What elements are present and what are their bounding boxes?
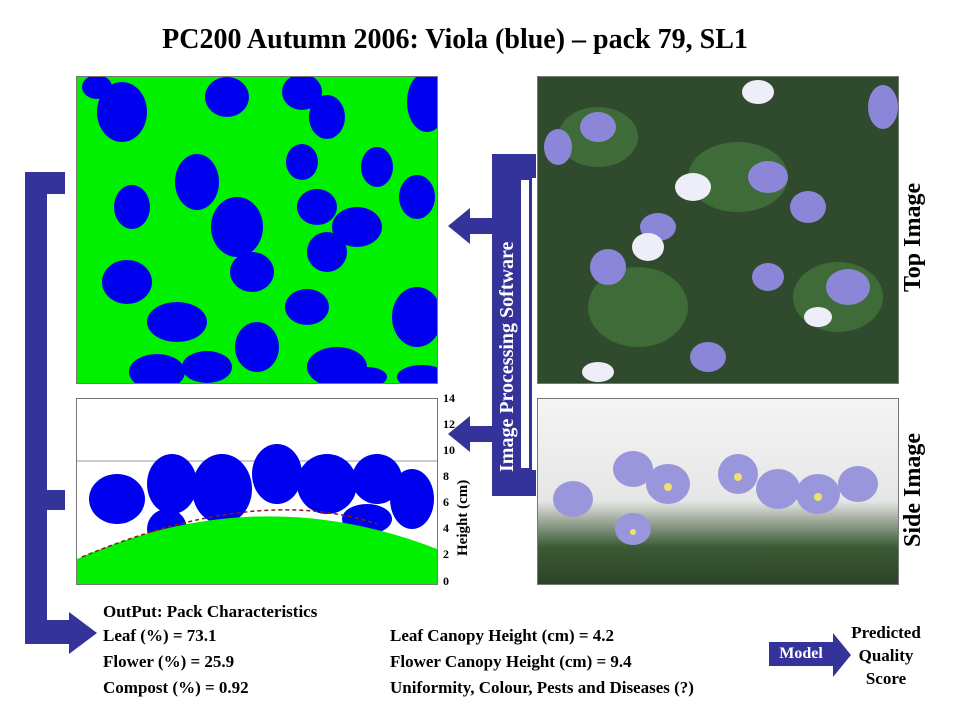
slide-title: PC200 Autumn 2006: Viola (blue) – pack 7… bbox=[162, 24, 748, 55]
arrow-left-icon bbox=[448, 416, 496, 452]
compost-percent: Compost (%) = 0.92 bbox=[103, 678, 249, 697]
flower-canopy-height: Flower Canopy Height (cm) = 9.4 bbox=[390, 652, 632, 671]
left-bracket-middle bbox=[25, 490, 65, 510]
arrow-right-icon bbox=[25, 612, 97, 654]
bracket-bottom bbox=[520, 470, 536, 496]
side-image-label: Side Image bbox=[900, 433, 926, 547]
segmented-top-graphic bbox=[82, 77, 437, 383]
segmented-top-image bbox=[76, 76, 438, 384]
segmented-side-image bbox=[76, 398, 438, 585]
leaf-canopy-height: Leaf Canopy Height (cm) = 4.2 bbox=[390, 626, 615, 645]
y-tick: 6 bbox=[443, 495, 449, 509]
segmented-side-graphic bbox=[77, 444, 437, 584]
top-photo bbox=[537, 76, 899, 384]
side-photo-graphic bbox=[553, 451, 878, 545]
leaf-percent: Leaf (%) = 73.1 bbox=[103, 626, 217, 645]
image-processing-label: Image Processing Software bbox=[496, 241, 518, 472]
arrow-left-icon bbox=[448, 208, 496, 244]
y-tick: 8 bbox=[443, 469, 449, 483]
top-photo-graphic bbox=[544, 80, 898, 382]
output-heading: OutPut: Pack Characteristics bbox=[103, 602, 318, 621]
top-image-label: Top Image bbox=[900, 182, 926, 292]
other-characteristics: Uniformity, Colour, Pests and Diseases (… bbox=[390, 678, 694, 697]
y-tick: 0 bbox=[443, 574, 449, 588]
y-tick: 4 bbox=[443, 521, 449, 535]
result-line: Score bbox=[865, 669, 907, 688]
bracket-gap bbox=[521, 180, 529, 468]
y-tick: 10 bbox=[443, 443, 455, 457]
model-arrow-icon bbox=[769, 633, 851, 677]
y-tick: 2 bbox=[443, 547, 449, 561]
result-line: Quality bbox=[858, 646, 914, 665]
flower-percent: Flower (%) = 25.9 bbox=[103, 652, 235, 671]
y-tick: 12 bbox=[443, 417, 455, 431]
bracket-top bbox=[520, 154, 536, 178]
y-axis-label: Height (cm) bbox=[455, 479, 471, 556]
y-tick: 14 bbox=[443, 391, 455, 405]
side-photo bbox=[537, 398, 899, 585]
left-bracket-bar bbox=[25, 172, 47, 642]
predicted-quality-score: Predicted Quality Score bbox=[846, 621, 926, 690]
model-label: Model bbox=[779, 645, 823, 662]
result-line: Predicted bbox=[851, 623, 921, 642]
